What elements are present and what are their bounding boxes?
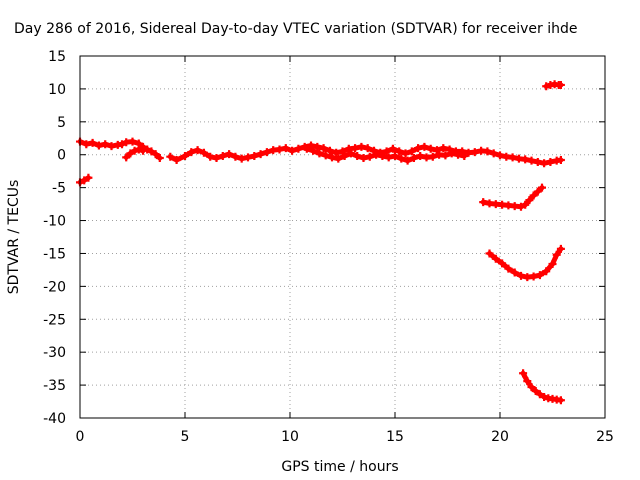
plot-frame xyxy=(79,55,606,419)
data-trail xyxy=(153,151,163,161)
x-tick-label: 15 xyxy=(386,429,404,445)
data-series xyxy=(542,80,565,91)
y-tick-label: -25 xyxy=(43,312,66,328)
x-tick-label: 20 xyxy=(491,429,509,445)
chart-title: Day 286 of 2016, Sidereal Day-to-day VTE… xyxy=(14,21,577,37)
y-tick-label: -20 xyxy=(43,279,66,295)
data-series xyxy=(122,145,147,162)
data-trail xyxy=(81,175,91,183)
data-trail xyxy=(455,152,467,159)
x-tick-label: 0 xyxy=(76,429,85,445)
y-tick-label: 0 xyxy=(57,148,66,164)
y-tick-label: -5 xyxy=(52,181,66,197)
ticks: 0 5 10 15 20 25 -40 -35 -30 -25 -20 -15 -10 -5 0 5 10 15 xyxy=(43,49,614,445)
data-trail xyxy=(554,157,564,164)
x-tick-label: 5 xyxy=(181,429,190,445)
y-tick-label: 5 xyxy=(57,115,66,131)
data-series xyxy=(302,144,469,165)
y-tick-label: -10 xyxy=(43,214,66,230)
x-tick-label: 25 xyxy=(596,429,614,445)
grid xyxy=(80,56,605,418)
y-tick-label: 15 xyxy=(48,49,66,65)
y-axis-title: SDTVAR / TECUs xyxy=(6,180,22,295)
data-points xyxy=(76,80,565,405)
x-axis-title: GPS time / hours xyxy=(281,459,398,475)
data-series xyxy=(485,244,565,282)
data-series xyxy=(519,369,565,405)
data-series xyxy=(76,173,93,187)
data-trail xyxy=(554,397,564,403)
data-trail xyxy=(554,246,564,258)
data-series xyxy=(76,137,164,163)
x-tick-label: 10 xyxy=(281,429,299,445)
y-tick-label: -30 xyxy=(43,345,66,361)
y-tick-label: 10 xyxy=(48,82,66,98)
data-series xyxy=(479,183,546,211)
data-trail xyxy=(136,146,146,154)
data-trail xyxy=(535,185,545,195)
y-tick-label: -15 xyxy=(43,246,66,262)
y-tick-label: -35 xyxy=(43,378,66,394)
y-tick-label: -40 xyxy=(43,411,66,427)
